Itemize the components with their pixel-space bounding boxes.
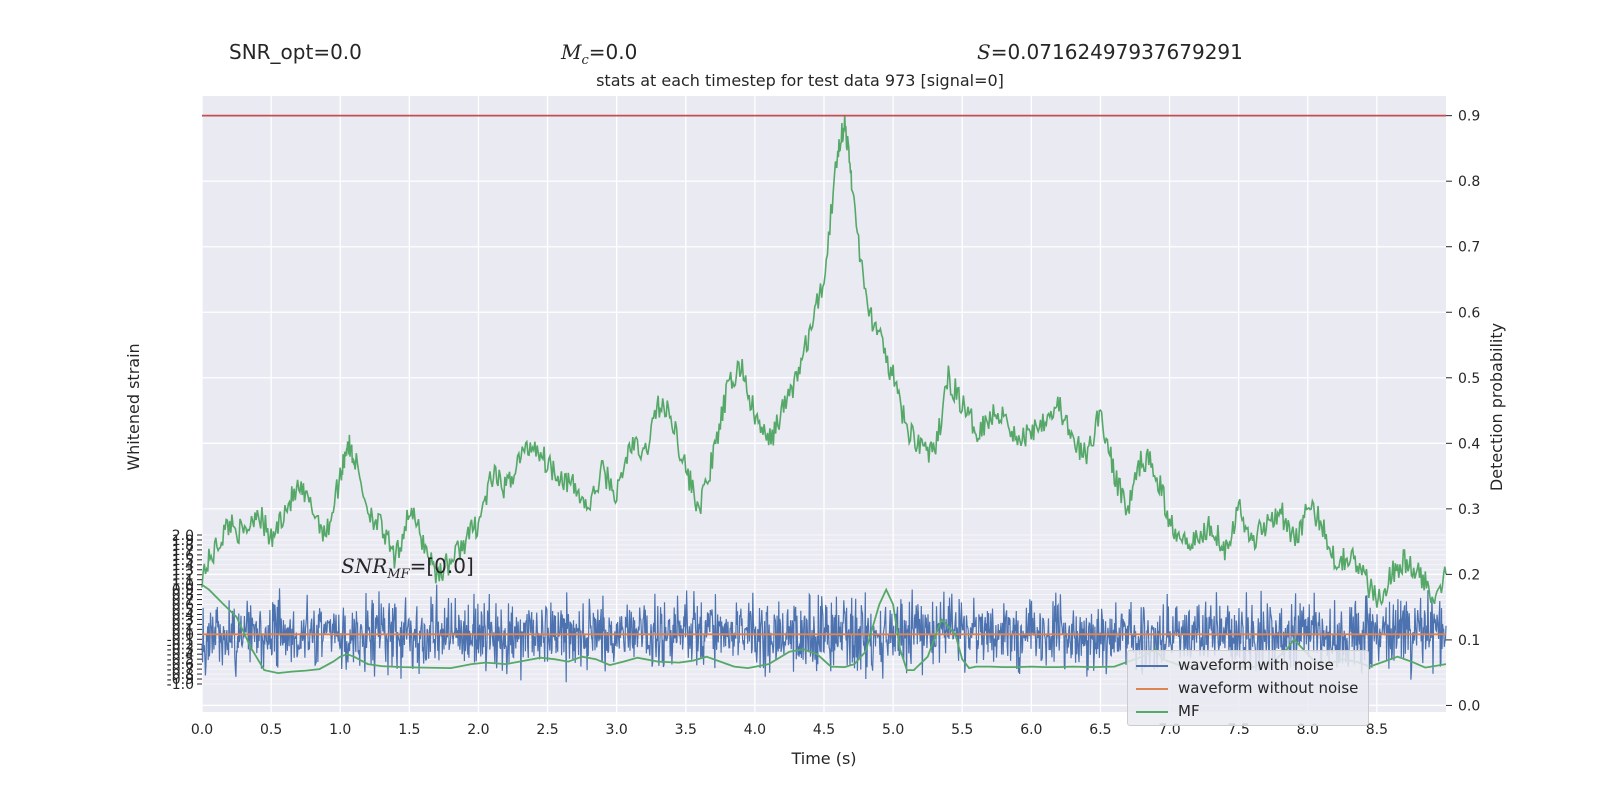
y-right-tick-label: 0.3 (1458, 502, 1480, 518)
y-left-tick-label: 0.4 (172, 607, 194, 623)
legend-item-noise: waveform with noise (1136, 655, 1334, 675)
y-right-tick-label: 0.6 (1458, 305, 1480, 321)
y-left-tick-label: 0.6 (172, 598, 194, 614)
y-left-tick-label: -0.8 (167, 667, 194, 683)
x-tick-label: 5.0 (882, 722, 904, 738)
x-tick-label: 5.5 (951, 722, 973, 738)
y-left-tick-label: 0.7 (172, 593, 194, 609)
y-left-tick-label: -0.7 (167, 662, 194, 678)
y-left-tick-label: -0.6 (167, 657, 194, 673)
y-left-tick-label: 1.2 (172, 568, 194, 584)
x-tick-label: 8.0 (1297, 722, 1319, 738)
y-left-tick-label: 1.9 (172, 533, 194, 549)
s-value: =0.07162497937679291 (990, 40, 1243, 64)
y-left-tick-label: 0.9 (172, 583, 194, 599)
x-tick-label: 1.0 (329, 722, 351, 738)
y-left-tick-label: -0.4 (167, 647, 194, 663)
y-left-tick-label: 1.0 (172, 578, 194, 594)
chart-title: stats at each timestep for test data 973… (596, 71, 1004, 90)
chirp-mass-label: Mc=0.0 (561, 40, 638, 68)
y-left-tick-label: 1.8 (172, 538, 194, 554)
y-left-tick-label: -0.2 (167, 637, 194, 653)
y-right-tick-label: 0.4 (1458, 436, 1480, 452)
legend-swatch-clean (1136, 687, 1168, 690)
y-right-tick-label: 0.8 (1458, 174, 1480, 190)
y-right-tick-label: 0.5 (1458, 371, 1480, 387)
y-left-tick-label: 1.3 (172, 563, 194, 579)
x-tick-label: 4.5 (813, 722, 835, 738)
y-right-tick-label: 0.0 (1458, 698, 1480, 714)
x-tick-label: 0.0 (191, 722, 213, 738)
legend-item-mf: MF (1136, 701, 1200, 721)
y-left-tick-label: -0.3 (167, 642, 194, 658)
y-left-tick-label: 1.7 (172, 543, 194, 559)
axes: 0.0 0.5 1.0 1.5 2.0 2.5 3.0 3.5 4.0 4.5 5.0 5.5 6.0 6… (167, 109, 1481, 738)
y-axis-label-left: Whitened strain (124, 343, 143, 470)
y-left-tick-label: 0.0 (172, 627, 194, 643)
x-tick-label: 0.5 (260, 722, 282, 738)
x-tick-label: 8.5 (1366, 722, 1388, 738)
legend-label-clean: waveform without noise (1178, 679, 1359, 697)
x-tick-label: 7.5 (1228, 722, 1250, 738)
y-left-tick-label: 1.6 (172, 548, 194, 564)
y-left-tick-label: -1.0 (167, 677, 194, 693)
y-left-tick-label: 0.2 (172, 617, 194, 633)
x-tick-label: 7.0 (1158, 722, 1180, 738)
y-left-tick-label: 2.0 (172, 528, 194, 544)
y-left-tick-label: -0.5 (167, 652, 194, 668)
series-noise-waveform-line (201, 584, 1447, 683)
y-left-tick-label: 0.1 (172, 622, 194, 638)
x-tick-label: 3.5 (675, 722, 697, 738)
legend-label-noise: waveform with noise (1178, 656, 1334, 674)
x-tick-label: 3.0 (606, 722, 628, 738)
y-left-tick-label: 1.1 (172, 573, 194, 589)
x-tick-label: 6.0 (1020, 722, 1042, 738)
legend-swatch-noise (1136, 664, 1168, 667)
x-tick-label: 4.0 (744, 722, 766, 738)
y-right-tick-label: 0.7 (1458, 240, 1480, 256)
y-right-tick-label: 0.2 (1458, 567, 1480, 583)
y-left-tick-label: 1.5 (172, 553, 194, 569)
chirp-mass-value: =0.0 (588, 40, 638, 64)
legend: waveform with noise waveform without noi… (1127, 650, 1369, 726)
noisy-waveform (201, 584, 1447, 683)
snr-opt-label: SNR_opt=0.0 (229, 40, 362, 64)
s-label: S=0.07162497937679291 (977, 40, 1243, 64)
x-axis-label: Time (s) (790, 749, 856, 768)
series-detection-probability-line (201, 114, 1447, 608)
y-left-tick-label: -0.1 (167, 632, 194, 648)
snr-mf-value: =[0.0] (409, 554, 474, 578)
x-tick-label: 2.5 (536, 722, 558, 738)
snr-mf-label: SNRMF=[0.0] (341, 554, 474, 582)
legend-item-clean: waveform without noise (1136, 678, 1358, 698)
y-left-tick-label: -0.9 (167, 672, 194, 688)
x-tick-label: 1.5 (398, 722, 420, 738)
y-left-tick-label: 0.8 (172, 588, 194, 604)
y-right-tick-label: 0.9 (1458, 109, 1480, 125)
y-axis-label-right: Detection probability (1487, 323, 1506, 491)
x-tick-label: 6.5 (1089, 722, 1111, 738)
y-left-tick-label: 1.4 (172, 558, 194, 574)
legend-label-mf: MF (1178, 702, 1200, 720)
y-left-tick-label: 0.5 (172, 603, 194, 619)
legend-swatch-mf (1136, 710, 1168, 713)
y-right-tick-label: 0.1 (1458, 633, 1480, 649)
x-tick-label: 2.0 (467, 722, 489, 738)
y-left-tick-label: 0.3 (172, 612, 194, 628)
